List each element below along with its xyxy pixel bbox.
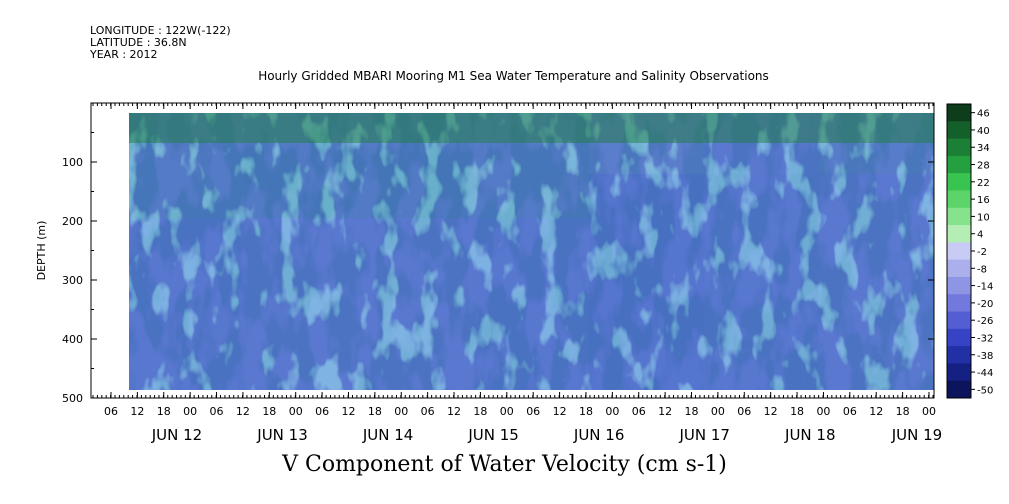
colorbar-label: -26 <box>977 316 993 327</box>
x-date-label: JUN 16 <box>573 426 624 444</box>
colorbar-swatch <box>947 225 971 243</box>
heatmap-surface-band <box>129 113 934 143</box>
colorbar-label: 28 <box>977 161 990 172</box>
metadata-block: LONGITUDE : 122W(-122) LATITUDE : 36.8N … <box>90 25 231 61</box>
x-hour-label: 00 <box>289 405 303 418</box>
x-hour-label: 12 <box>869 405 883 418</box>
x-hour-label: 18 <box>685 405 699 418</box>
x-hour-label: 18 <box>368 405 382 418</box>
y-tick-label: 100 <box>62 156 83 169</box>
chart-title: Hourly Gridded MBARI Mooring M1 Sea Wate… <box>258 69 769 83</box>
colorbar-label: -14 <box>977 282 993 293</box>
colorbar-swatch <box>947 294 971 313</box>
x-hour-label: 18 <box>579 405 593 418</box>
x-hour-label: 00 <box>500 405 514 418</box>
plot-area <box>129 113 934 390</box>
axes: 100 200 300 400 500 DEPTH (m) 06 12 18 00 06 12 18 00… <box>35 102 942 444</box>
x-date-label: JUN 14 <box>362 426 413 444</box>
colorbar-swatch <box>947 155 971 174</box>
colorbar-swatch <box>947 259 971 278</box>
x-date-label: JUN 18 <box>784 426 835 444</box>
colorbar-label: 22 <box>977 178 990 189</box>
year-label: YEAR : 2012 <box>90 48 158 61</box>
x-hour-label: 06 <box>315 405 329 418</box>
colorbar-swatch <box>947 104 971 122</box>
longitude-label: LONGITUDE : 122W(-122) <box>90 24 231 37</box>
x-hour-label: 00 <box>605 405 619 418</box>
x-hour-label: 06 <box>104 405 118 418</box>
x-hour-label: 00 <box>711 405 725 418</box>
x-date-label: JUN 19 <box>891 426 942 444</box>
heatmap-blue-texture <box>129 113 934 390</box>
x-hour-label: 18 <box>262 405 276 418</box>
colorbar-swatch <box>947 380 971 399</box>
colorbar-label: -2 <box>977 247 987 258</box>
heatmap-field <box>129 113 934 390</box>
colorbar-label: -44 <box>977 368 993 379</box>
colorbar-label: 46 <box>977 109 990 120</box>
x-hour-label: 00 <box>183 405 197 418</box>
x-date-label: JUN 17 <box>678 426 729 444</box>
colorbar-swatch <box>947 328 971 347</box>
x-hour-label: 12 <box>553 405 567 418</box>
colorbar-swatch <box>947 242 971 261</box>
x-hour-label: 18 <box>896 405 910 418</box>
bottom-title: V Component of Water Velocity (cm s-1) <box>282 452 727 477</box>
y-tick-label: 300 <box>62 274 83 287</box>
colorbar-swatch <box>947 311 971 330</box>
x-hour-label: 12 <box>236 405 250 418</box>
colorbar-label: -8 <box>977 264 987 275</box>
x-date-label: JUN 15 <box>467 426 518 444</box>
y-axis-label: DEPTH (m) <box>35 221 48 281</box>
y-tick-label: 500 <box>62 392 83 405</box>
colorbar-label: -32 <box>977 333 993 344</box>
x-hour-label: 18 <box>473 405 487 418</box>
x-hour-label: 06 <box>210 405 224 418</box>
x-hour-label: 06 <box>737 405 751 418</box>
colorbar-swatch <box>947 138 971 157</box>
x-hour-label: 00 <box>816 405 830 418</box>
x-hour-label: 18 <box>157 405 171 418</box>
colorbar-label: -20 <box>977 299 993 310</box>
colorbar-label: -38 <box>977 351 993 362</box>
x-hour-label: 12 <box>341 405 355 418</box>
colorbar-swatch <box>947 346 971 364</box>
x-hour-label: 06 <box>421 405 435 418</box>
x-hour-label: 12 <box>130 405 144 418</box>
x-date-label: JUN 13 <box>256 426 307 444</box>
colorbar-label: 4 <box>977 230 983 241</box>
x-hour-label: 12 <box>447 405 461 418</box>
colorbar-swatch <box>947 173 971 191</box>
x-hour-label: 00 <box>922 405 936 418</box>
colorbar-label: 16 <box>977 195 990 206</box>
colorbar-label: 40 <box>977 126 990 137</box>
x-hour-label: 12 <box>658 405 672 418</box>
x-hour-label: 06 <box>526 405 540 418</box>
colorbar-frame <box>946 103 972 399</box>
x-hour-label: 00 <box>394 405 408 418</box>
y-tick-label: 400 <box>62 333 83 346</box>
x-hour-label: 06 <box>632 405 646 418</box>
colorbar-label: -50 <box>977 385 993 396</box>
y-tick-label: 200 <box>62 215 83 228</box>
colorbar: 46 40 34 28 22 16 10 4 -2 -8 -14 -20 -26 -32 -38 -44 -50 <box>946 103 993 399</box>
colorbar-swatch <box>947 363 971 382</box>
colorbar-label: 10 <box>977 212 990 223</box>
x-hour-label: 06 <box>843 405 857 418</box>
colorbar-swatch <box>947 276 971 295</box>
colorbar-swatch <box>947 207 971 226</box>
x-hour-label: 12 <box>764 405 778 418</box>
x-date-label: JUN 12 <box>151 426 202 444</box>
latitude-label: LATITUDE : 36.8N <box>90 36 187 49</box>
colorbar-swatch <box>947 190 971 209</box>
colorbar-swatch <box>947 121 971 140</box>
x-hour-label: 18 <box>790 405 804 418</box>
colorbar-label: 34 <box>977 143 990 154</box>
